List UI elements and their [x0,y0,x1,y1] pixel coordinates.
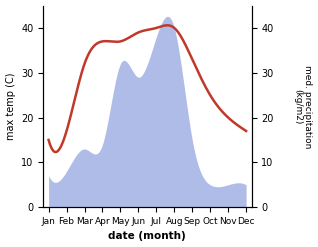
X-axis label: date (month): date (month) [108,231,186,242]
Y-axis label: max temp (C): max temp (C) [5,73,16,140]
Y-axis label: med. precipitation
(kg/m2): med. precipitation (kg/m2) [293,65,313,148]
